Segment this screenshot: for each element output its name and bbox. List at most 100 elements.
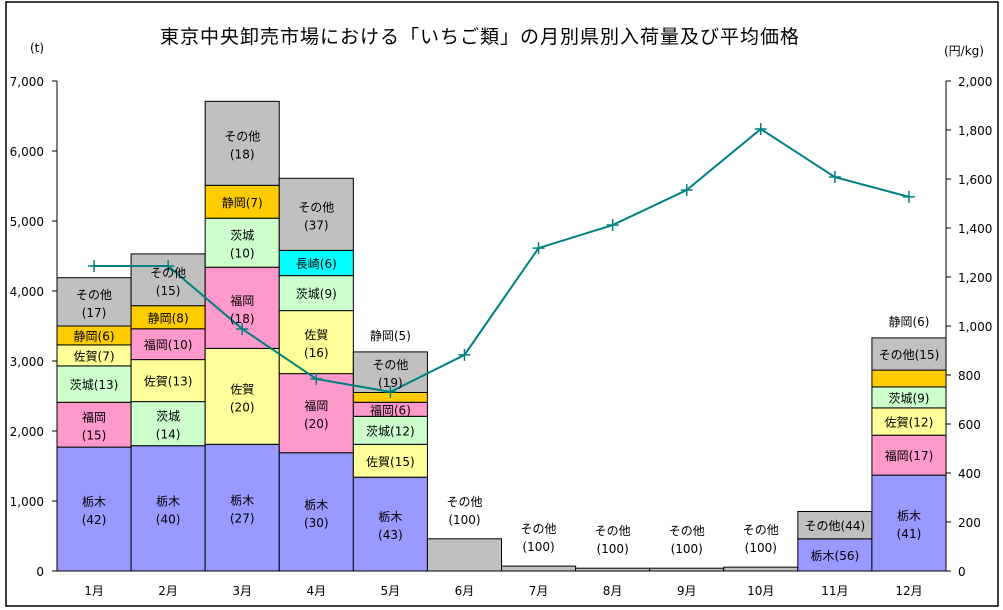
segment-label: 静岡(7) xyxy=(222,196,263,210)
x-tick-label: 7月 xyxy=(529,584,549,598)
bar-segment xyxy=(278,177,354,251)
left-tick-label: 6,000 xyxy=(10,145,44,159)
x-tick-label: 3月 xyxy=(232,584,252,598)
segment-label: 茨城 xyxy=(156,410,180,424)
bar-segment xyxy=(723,566,799,572)
segment-share: (14) xyxy=(156,428,181,442)
segment-share: (15) xyxy=(82,429,107,443)
segment-label-above: その他 xyxy=(595,524,631,538)
segment-labels-layer: 栃木 (42) 福岡 (15) 茨城(13) 佐賀(7) 静岡(6) その他 (17) 栃木 (40… xyxy=(70,129,940,563)
segment-share: (20) xyxy=(304,417,329,431)
price-point-marker xyxy=(828,171,841,184)
x-tick-label: 4月 xyxy=(306,584,326,598)
left-tick-label: 2,000 xyxy=(10,425,44,439)
segment-label: 佐賀 xyxy=(230,382,254,396)
segment-label: 福岡(6) xyxy=(370,402,411,417)
bar-segment xyxy=(871,434,947,476)
price-line xyxy=(94,127,910,393)
segment-label-above: 静岡(6) xyxy=(888,315,929,329)
bar-segment xyxy=(130,445,206,572)
right-tick-label: 800 xyxy=(958,369,981,383)
bar-segment xyxy=(797,511,873,540)
right-axis-unit: (円/kg) xyxy=(944,44,984,58)
chart-title: 東京中央卸売市場における「いちご類」の月別県別入荷量及び平均価格 xyxy=(160,26,800,48)
segment-label: その他 xyxy=(298,200,334,214)
right-tick-label: 1,000 xyxy=(958,320,992,334)
segment-share-above: (100) xyxy=(522,540,554,554)
bar-segment xyxy=(871,369,947,388)
bar-segment xyxy=(278,373,354,454)
segment-label: 栃木 xyxy=(82,495,106,509)
segment-label: 福岡 xyxy=(230,293,254,308)
segment-share: (20) xyxy=(230,400,255,414)
left-axis-unit: (t) xyxy=(30,41,44,55)
segment-label: その他 xyxy=(76,288,112,302)
segment-label-above: 静岡(5) xyxy=(370,329,411,343)
segment-share: (43) xyxy=(378,528,403,542)
segment-share: (27) xyxy=(230,512,255,526)
x-tick-label: 9月 xyxy=(677,584,697,598)
segment-label: 静岡(8) xyxy=(148,311,189,325)
left-tick-label: 4,000 xyxy=(10,285,44,299)
bar-segment xyxy=(278,249,354,277)
segment-label: 栃木 xyxy=(230,494,254,508)
segment-share: (42) xyxy=(82,513,107,527)
segment-label: 佐賀(13) xyxy=(144,375,193,389)
segment-share: (16) xyxy=(304,346,329,360)
segment-label: 福岡(17) xyxy=(885,448,934,463)
segment-share-above: (100) xyxy=(671,542,703,556)
bar-segment xyxy=(204,184,280,219)
right-tick-label: 1,400 xyxy=(958,222,992,236)
price-point-marker xyxy=(310,372,323,385)
bars-layer xyxy=(56,100,947,572)
bar-segment xyxy=(501,565,577,572)
segment-label: 佐賀(12) xyxy=(885,416,934,430)
left-tick-label: 5,000 xyxy=(10,215,44,229)
segment-label: 栃木(56) xyxy=(811,549,860,563)
price-point-marker xyxy=(236,322,249,335)
segment-label-above: その他 xyxy=(743,523,779,537)
left-tick-label: 0 xyxy=(36,565,44,579)
price-point-marker xyxy=(384,385,397,398)
segment-label: 茨城(9) xyxy=(888,391,929,405)
segment-label: その他 xyxy=(150,266,186,280)
segment-share: (30) xyxy=(304,516,329,530)
bar-segment xyxy=(204,217,280,268)
segment-label: その他 xyxy=(372,358,408,372)
x-tick-label: 11月 xyxy=(821,584,848,598)
segment-label: 福岡 xyxy=(304,398,328,413)
segment-share: (37) xyxy=(304,218,329,232)
right-tick-label: 600 xyxy=(958,418,981,432)
segment-share: (17) xyxy=(82,306,107,320)
bar-segment xyxy=(352,351,428,393)
segment-label: 茨城 xyxy=(230,229,254,243)
segment-label: その他(44) xyxy=(805,519,866,533)
segment-share: (18) xyxy=(230,147,255,161)
price-point-marker xyxy=(902,190,915,203)
x-tick-label: 1月 xyxy=(84,584,104,598)
segment-label: その他(15) xyxy=(879,348,940,362)
axes-layer: 1月 2月 3月 4月 5月 6月 7月 8月 9月 10月 11月 12月 0 1,000 2,000 3,… xyxy=(10,75,993,598)
right-tick-label: 2,000 xyxy=(958,75,992,89)
segment-label: 茨城(12) xyxy=(366,424,415,438)
segment-share: (10) xyxy=(230,247,255,261)
segment-share: (19) xyxy=(378,376,403,390)
segment-label: 佐賀(15) xyxy=(366,455,415,469)
right-tick-label: 0 xyxy=(958,565,966,579)
price-line-layer xyxy=(88,123,915,398)
x-tick-label: 5月 xyxy=(381,584,401,598)
bar-segment xyxy=(56,446,132,572)
right-tick-label: 200 xyxy=(958,516,981,530)
x-tick-label: 10月 xyxy=(747,584,774,598)
bar-segment xyxy=(130,359,206,403)
price-point-marker xyxy=(606,219,619,232)
segment-label: 栃木 xyxy=(304,498,328,512)
right-tick-label: 400 xyxy=(958,467,981,481)
price-point-marker xyxy=(754,123,767,136)
segment-label: 福岡 xyxy=(82,410,106,425)
segment-label: 佐賀(7) xyxy=(74,349,115,363)
segment-label: 福岡(10) xyxy=(144,337,193,352)
price-point-marker xyxy=(532,242,545,255)
left-tick-label: 1,000 xyxy=(10,495,44,509)
segment-share-above: (100) xyxy=(448,513,480,527)
